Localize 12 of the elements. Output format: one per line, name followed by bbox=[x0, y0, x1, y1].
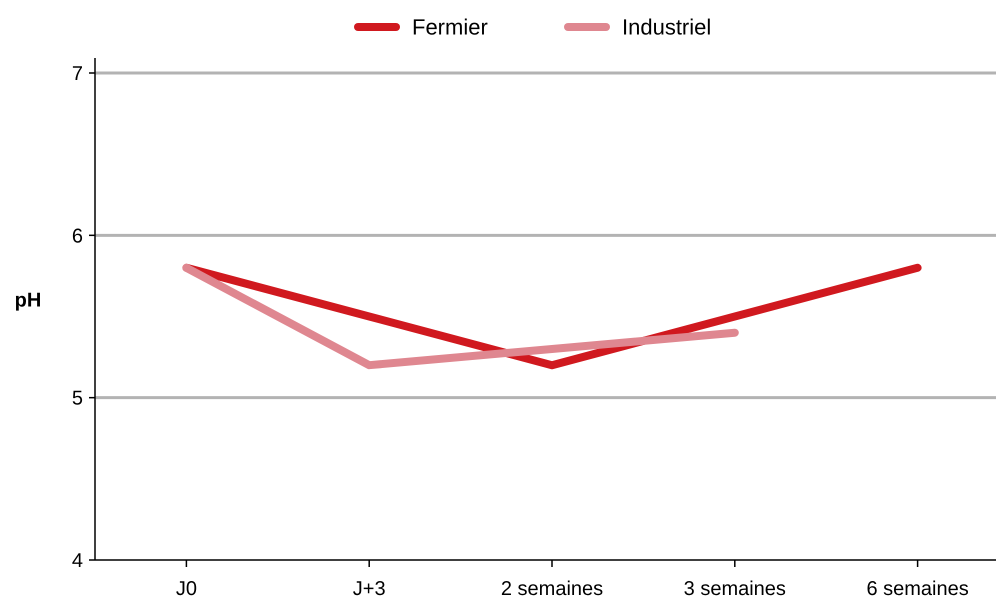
y-tick-label: 6 bbox=[72, 225, 83, 248]
y-tick-label: 5 bbox=[72, 388, 83, 410]
y-tick-label: 4 bbox=[72, 550, 83, 572]
legend-label: Industriel bbox=[622, 14, 712, 40]
x-tick-label: J0 bbox=[176, 578, 197, 600]
legend-label: Fermier bbox=[412, 14, 488, 40]
x-tick-label: 3 semaines bbox=[684, 578, 786, 600]
x-tick-label: J+3 bbox=[352, 578, 386, 600]
x-tick-label: 6 semaines bbox=[866, 578, 969, 600]
y-tick-label: 7 bbox=[72, 63, 83, 85]
y-axis-title: pH bbox=[14, 290, 42, 312]
x-tick-label: 2 semaines bbox=[500, 578, 604, 600]
